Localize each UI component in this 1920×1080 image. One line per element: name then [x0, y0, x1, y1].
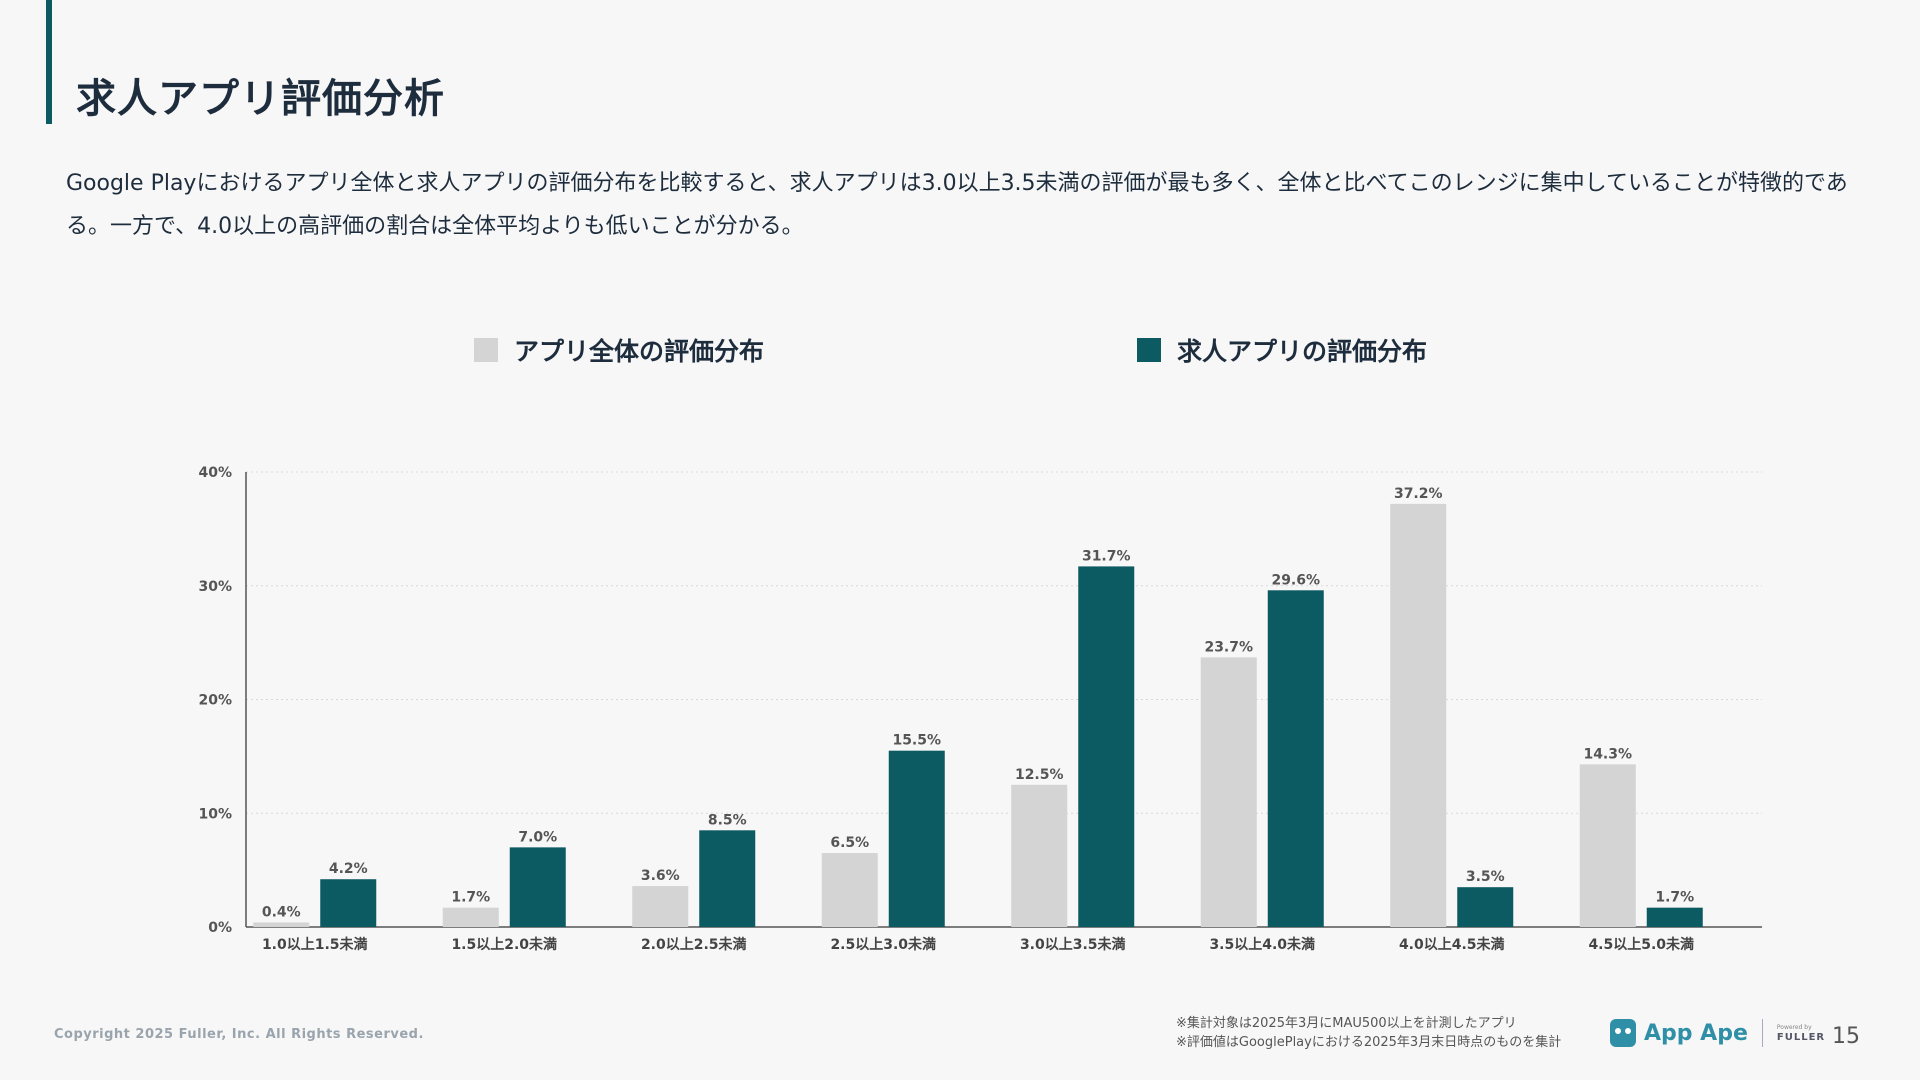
data-label: 0.4%: [262, 904, 301, 920]
data-label: 14.3%: [1583, 746, 1632, 762]
x-tick-label: 4.0以上4.5未満: [1399, 936, 1505, 953]
data-label: 37.2%: [1394, 486, 1443, 502]
bar-job-apps: [320, 879, 377, 927]
legend-swatch-series1: [474, 338, 498, 362]
x-tick-label: 3.0以上3.5未満: [1020, 936, 1126, 953]
bar-job-apps: [888, 750, 945, 927]
bar-all-apps: [1579, 764, 1636, 927]
data-label: 23.7%: [1204, 639, 1253, 655]
fuller-brand: FULLER: [1776, 1032, 1826, 1043]
data-label: 1.7%: [451, 890, 490, 906]
logo-text: App Ape: [1644, 1020, 1748, 1046]
title-accent-bar: [46, 0, 52, 124]
bar-job-apps: [1267, 590, 1324, 927]
y-tick-label: 10%: [198, 806, 232, 822]
bar-all-apps: [1011, 784, 1068, 927]
bar-all-apps: [1200, 657, 1257, 927]
data-label: 7.0%: [518, 829, 557, 845]
data-label: 15.5%: [892, 733, 941, 749]
x-tick-label: 1.0以上1.5未満: [262, 936, 368, 953]
x-tick-label: 1.5以上2.0未満: [451, 936, 557, 953]
footnote-2: ※評価値はGooglePlayにおける2025年3月末日時点のものを集計: [1176, 1035, 1562, 1050]
copyright-text: Copyright 2025 Fuller, Inc. All Rights R…: [54, 1027, 424, 1042]
data-label: 6.5%: [830, 835, 869, 851]
data-label: 4.2%: [329, 861, 368, 877]
x-tick-label: 2.0以上2.5未満: [641, 936, 747, 953]
bar-job-apps: [1457, 887, 1514, 927]
bar-job-apps: [509, 847, 566, 927]
description-text: Google Playにおけるアプリ全体と求人アプリの評価分布を比較すると、求人…: [66, 171, 1848, 239]
bar-all-apps: [253, 922, 310, 927]
powered-by: Powered by FULLER: [1777, 1023, 1825, 1043]
bar-all-apps: [442, 907, 499, 927]
legend-label-series2: 求人アプリの評価分布: [1177, 337, 1428, 366]
bar-job-apps: [1646, 907, 1703, 927]
data-label: 3.6%: [641, 868, 680, 884]
legend-swatch-series2: [1137, 338, 1161, 362]
page-number: 15: [1832, 1024, 1860, 1049]
x-tick-label: 4.5以上5.0未満: [1588, 936, 1694, 953]
data-label: 3.5%: [1466, 869, 1505, 885]
legend-item-series1: アプリ全体の評価分布: [474, 332, 764, 368]
legend-item-series2: 求人アプリの評価分布: [1137, 332, 1427, 368]
powered-by-label: Powered by: [1776, 1024, 1812, 1031]
app-ape-logo-icon: [1610, 1019, 1636, 1047]
bar-job-apps: [699, 830, 756, 927]
legend-label-series1: アプリ全体の評価分布: [514, 337, 765, 366]
y-tick-label: 40%: [198, 465, 232, 481]
data-label: 29.6%: [1271, 572, 1320, 588]
bar-all-apps: [821, 853, 878, 927]
data-label: 8.5%: [708, 812, 747, 828]
logo-divider: [1761, 1019, 1763, 1047]
bar-job-apps: [1078, 566, 1135, 927]
app-ape-logo: App Ape Powered by FULLER: [1610, 1019, 1825, 1047]
x-tick-label: 3.5以上4.0未満: [1209, 936, 1315, 953]
y-tick-label: 20%: [198, 693, 232, 709]
y-tick-label: 0%: [208, 920, 232, 936]
page-title: 求人アプリ評価分析: [76, 76, 445, 122]
footnote-1: ※集計対象は2025年3月にMAU500以上を計測したアプリ: [1176, 1016, 1517, 1031]
x-tick-label: 2.5以上3.0未満: [830, 936, 936, 953]
footnotes: ※集計対象は2025年3月にMAU500以上を計測したアプリ ※評価値はGoog…: [1176, 1014, 1561, 1052]
bar-all-apps: [632, 886, 689, 927]
y-tick-label: 30%: [198, 579, 232, 595]
data-label: 31.7%: [1082, 548, 1131, 564]
data-label: 1.7%: [1655, 890, 1694, 906]
bar-all-apps: [1390, 503, 1447, 927]
chart-legend: アプリ全体の評価分布 求人アプリの評価分布: [0, 332, 1920, 372]
data-label: 12.5%: [1015, 767, 1064, 783]
